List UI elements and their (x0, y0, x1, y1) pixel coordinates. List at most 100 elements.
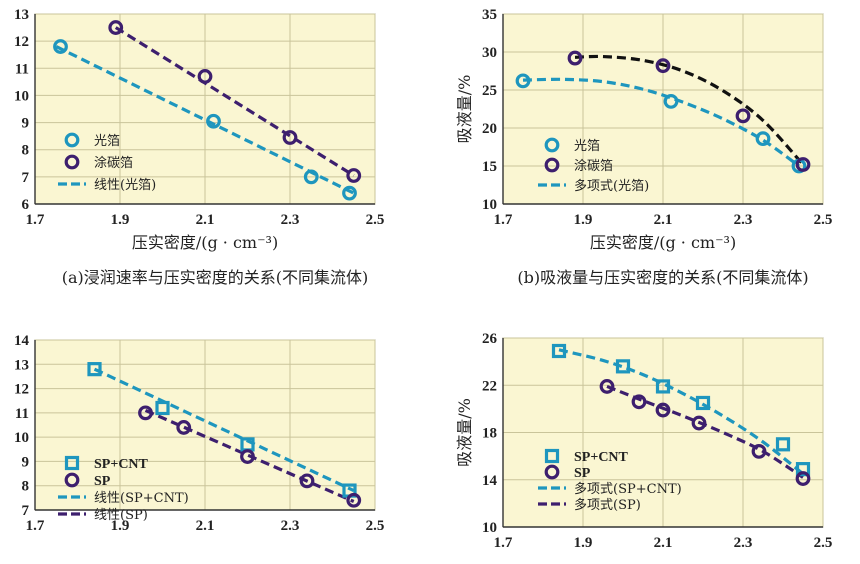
legend-marker (544, 137, 560, 153)
data-point-series-2 (346, 492, 362, 508)
data-point-series-1 (663, 93, 679, 109)
legend-label: 多项式(SP) (574, 497, 641, 513)
legend-label: SP+CNT (574, 450, 629, 465)
data-point-series-2 (299, 473, 315, 489)
data-point-series-1 (795, 462, 811, 477)
legend-label: SP (574, 466, 591, 481)
legend-marker (64, 455, 80, 471)
x-axis-label: 压实密度/(g · cm⁻³) (132, 233, 278, 252)
data-point-series-2 (795, 471, 811, 486)
x-tick-label: 1.7 (494, 535, 513, 551)
fit-line-1 (558, 348, 804, 476)
x-tick-label: 2.3 (281, 518, 300, 534)
fit-line-2 (114, 26, 355, 177)
x-tick-label: 2.1 (654, 535, 673, 551)
legend-marker (544, 448, 560, 464)
chart-a: 1.7 1.9 2.1 2.3 2.5 6 7 8 9 10 11 12 13 压实密度/(g · cm⁻… (14, 7, 384, 287)
y-tick-label: 22 (482, 378, 497, 394)
x-tick-label: 2.3 (281, 212, 300, 228)
y-tick-label: 26 (482, 331, 498, 347)
legend-label: 线性(SP+CNT) (94, 491, 189, 506)
data-point-series-2 (176, 420, 192, 435)
y-tick-label: 25 (482, 83, 497, 99)
y-tick-label: 10 (482, 197, 497, 213)
y-tick-label: 20 (482, 121, 497, 137)
data-point-series-1 (775, 437, 791, 452)
y-tick-label: 11 (15, 406, 29, 422)
y-tick-label: 12 (14, 34, 29, 50)
y-tick-label: 14 (482, 473, 498, 489)
y-tick-label: 8 (22, 143, 30, 159)
x-tick-label: 1.7 (26, 518, 45, 534)
y-tick-label: 15 (482, 159, 497, 175)
x-tick-label: 2.5 (366, 518, 385, 534)
x-tick-label: 1.9 (111, 518, 130, 534)
data-point-series-2 (691, 415, 707, 431)
data-point-series-1 (615, 359, 631, 374)
data-point-series-1 (303, 169, 319, 185)
y-tick-label: 10 (482, 520, 497, 536)
data-point-series-2 (599, 379, 615, 394)
data-point-series-2 (346, 168, 362, 183)
x-tick-label: 2.3 (734, 535, 753, 551)
fit-line-2 (606, 384, 804, 479)
chart-caption: (b)吸液量与压实密度的关系(不同集流体) (517, 268, 808, 287)
legend-marker (64, 472, 80, 488)
data-point-series-1 (206, 113, 221, 129)
y-tick-label: 8 (22, 479, 30, 495)
legend-label: 多项式(SP+CNT) (574, 481, 682, 497)
chart-b: 1.7 1.9 2.1 2.3 2.5 10 15 20 25 30 35 压实密度/(g · cm⁻… (455, 7, 832, 287)
x-tick-label: 1.7 (26, 212, 45, 228)
data-point-series-2 (631, 394, 647, 410)
y-tick-label: 35 (482, 7, 497, 23)
data-point-series-1 (695, 395, 711, 411)
fit-line-2 (144, 408, 355, 503)
legend-marker (64, 132, 80, 148)
fit-line-1 (93, 367, 355, 493)
x-tick-label: 2.3 (734, 212, 753, 228)
data-point-series-2 (282, 130, 298, 145)
y-tick-label: 7 (22, 503, 30, 519)
legend-marker (544, 464, 560, 480)
y-tick-label: 10 (14, 88, 29, 104)
chart-c: 1.7 1.9 2.1 2.3 2.5 7 8 9 10 11 12 13 14 SP+CNT SP 线性(S… (14, 333, 384, 534)
data-point-series-2 (108, 20, 124, 35)
legend: SP+CNT SP 线性(SP+CNT) 线性(SP) (58, 455, 189, 523)
legend-label: SP (94, 474, 111, 489)
legend-label: 多项式(光箔) (574, 178, 649, 194)
data-point-series-1 (342, 185, 357, 201)
y-tick-label: 9 (22, 454, 30, 470)
data-point-series-2 (138, 405, 153, 421)
y-tick-label: 14 (14, 333, 30, 349)
data-point-series-1 (655, 379, 671, 394)
data-point-series-1 (551, 343, 567, 359)
legend-label: 涂碳箔 (574, 158, 613, 174)
y-tick-label: 12 (14, 382, 29, 398)
x-tick-label: 2.1 (654, 212, 673, 228)
fit-line-2 (574, 54, 805, 166)
x-tick-label: 1.7 (494, 212, 513, 228)
x-tick-label: 2.5 (366, 212, 385, 228)
legend-label: 涂碳箔 (94, 155, 133, 171)
legend-label: 线性(光箔) (94, 177, 156, 193)
data-point-series-2 (735, 108, 751, 124)
x-tick-label: 2.5 (814, 535, 833, 551)
data-point-series-1 (87, 362, 102, 377)
legend-label: SP+CNT (94, 457, 149, 472)
y-tick-label: 11 (15, 61, 29, 77)
x-tick-label: 2.5 (814, 212, 833, 228)
y-tick-label: 18 (482, 426, 497, 442)
data-point-series-2 (795, 157, 811, 172)
legend-label: 光箔 (574, 138, 600, 154)
data-point-series-1 (53, 39, 68, 54)
x-tick-label: 1.9 (574, 212, 593, 228)
y-axis-label: 吸液量/% (455, 398, 474, 467)
data-point-series-2 (567, 50, 583, 66)
data-point-series-2 (655, 402, 671, 418)
chart-caption: (a)浸润速率与压实密度的关系(不同集流体) (62, 268, 369, 287)
x-tick-label: 1.9 (111, 212, 130, 228)
y-tick-label: 13 (14, 357, 29, 373)
